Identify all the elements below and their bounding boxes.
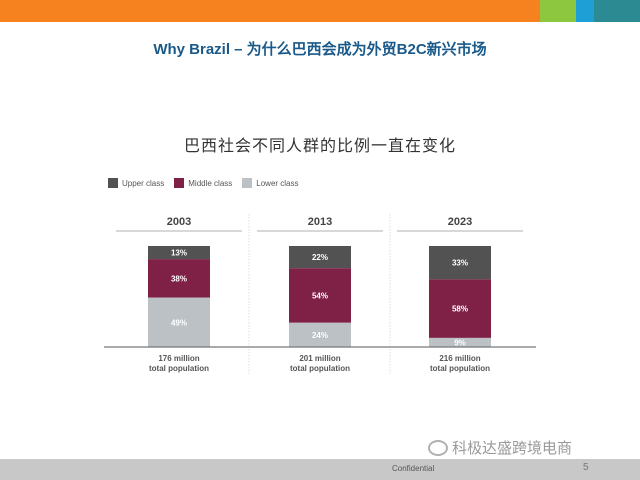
bar-segment-upper-class-2023: [429, 246, 491, 280]
data-label-middle-class-2003: 38%: [171, 274, 187, 283]
year-label-2003: 2003: [167, 216, 191, 228]
top-bar-blue: [576, 0, 594, 22]
watermark: 科极达盛跨境电商: [428, 437, 572, 458]
data-label-lower-class-2023: 9%: [454, 338, 466, 347]
legend-label-upper: Upper class: [122, 178, 165, 188]
data-label-upper-class-2003: 13%: [171, 249, 187, 258]
top-bar-teal: [594, 0, 640, 22]
year-label-2023: 2023: [448, 216, 472, 228]
data-label-middle-class-2013: 54%: [312, 291, 328, 300]
bar-segment-upper-class-2003: [148, 246, 210, 260]
bar-segment-middle-class-2013: [289, 268, 351, 323]
population-note-2023-line-2: total population: [430, 364, 490, 373]
bar-segment-lower-class-2013: [289, 322, 351, 347]
population-note-2003-line-2: total population: [149, 364, 209, 373]
population-note-2003-line-1: 176 million: [158, 354, 199, 363]
bar-segment-middle-class-2023: [429, 279, 491, 338]
page-number: 5: [583, 462, 589, 473]
bar-segment-lower-class-2023: [429, 337, 491, 347]
legend-item-middle: Middle class: [174, 178, 232, 188]
bar-segment-lower-class-2003: [148, 297, 210, 347]
top-color-bar: [0, 0, 640, 22]
legend-label-lower: Lower class: [256, 178, 299, 188]
legend-swatch-upper: [108, 178, 118, 188]
chart-legend: Upper class Middle class Lower class: [108, 178, 299, 188]
top-bar-orange: [0, 0, 540, 22]
population-note-2023-line-1: 216 million: [439, 354, 480, 363]
chart-title: 巴西社会不同人群的比例一直在变化: [183, 136, 456, 155]
legend-item-lower: Lower class: [242, 178, 299, 188]
bar-segment-upper-class-2013: [289, 246, 351, 269]
population-note-2013-line-1: 201 million: [299, 354, 340, 363]
confidential-label: Confidential: [392, 464, 435, 473]
top-bar-green: [540, 0, 576, 22]
data-label-middle-class-2023: 58%: [452, 305, 468, 314]
wechat-icon: [428, 439, 448, 456]
bar-segment-middle-class-2003: [148, 259, 210, 298]
data-label-lower-class-2003: 49%: [171, 318, 187, 327]
data-label-upper-class-2023: 33%: [452, 259, 468, 268]
data-label-lower-class-2013: 24%: [312, 331, 328, 340]
data-label-upper-class-2013: 22%: [312, 253, 328, 262]
legend-label-middle: Middle class: [188, 178, 233, 188]
slide-title: Why Brazil – 为什么巴西会成为外贸B2C新兴市场: [153, 41, 487, 58]
watermark-text: 科极达盛跨境电商: [452, 439, 573, 457]
legend-swatch-lower: [242, 178, 253, 188]
year-label-2013: 2013: [308, 216, 332, 228]
footer-bar: Confidential 5: [0, 459, 640, 480]
legend-item-upper: Upper class: [108, 178, 164, 188]
population-note-2013-line-2: total population: [290, 364, 350, 373]
legend-swatch-middle: [174, 178, 185, 188]
